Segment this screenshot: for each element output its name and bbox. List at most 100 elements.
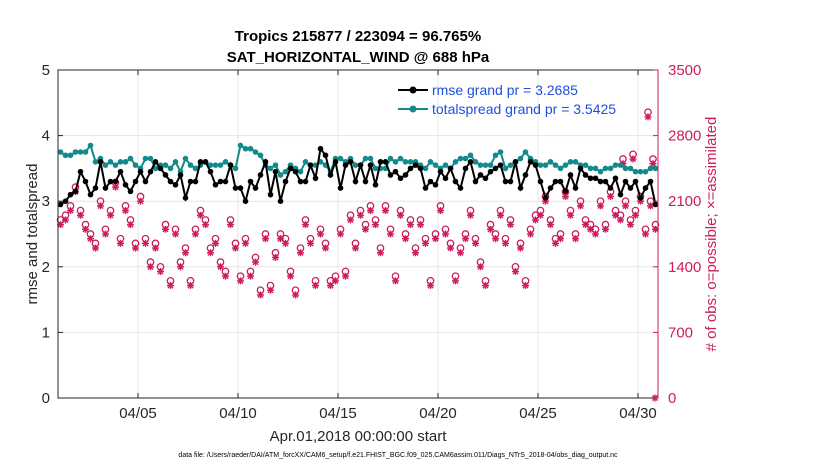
- line-series: [57, 142, 659, 208]
- y-right-tick-label: 3500: [668, 62, 701, 79]
- y-right-tick-label: 1400: [668, 259, 701, 276]
- rmse-point: [382, 159, 389, 165]
- rmse-point: [567, 172, 574, 178]
- rmse-point: [102, 185, 109, 191]
- rmse-point: [422, 185, 429, 191]
- totalspread-point: [617, 162, 624, 168]
- totalspread-point: [267, 165, 274, 172]
- totalspread-point: [352, 162, 359, 168]
- rmse-point: [312, 175, 319, 182]
- assimilated-obs-point: [202, 221, 209, 229]
- y-axis-left-label: rmse and totalspread: [24, 164, 41, 305]
- assimilated-obs-point: [242, 239, 249, 247]
- totalspread-point: [67, 152, 74, 159]
- assimilated-obs-point: [577, 202, 584, 210]
- totalspread-point: [597, 168, 604, 175]
- y-axis-left: 0 1 2 3 4 5: [42, 62, 63, 407]
- rmse-point: [222, 178, 229, 185]
- rmse-point: [497, 162, 504, 168]
- assimilated-obs-point: [457, 249, 464, 257]
- assimilated-obs-point: [292, 291, 299, 299]
- assimilated-obs-point: [247, 272, 254, 280]
- assimilated-obs-point: [127, 221, 134, 229]
- assimilated-obs-point: [122, 207, 129, 215]
- totalspread-point: [367, 155, 374, 162]
- rmse-point: [412, 162, 419, 168]
- legend-rmse-marker: [409, 86, 417, 94]
- assimilated-obs-point: [187, 282, 194, 290]
- totalspread-point: [297, 168, 304, 175]
- assimilated-obs-point: [327, 282, 334, 290]
- totalspread-point: [72, 149, 79, 155]
- rmse-point: [187, 178, 194, 185]
- y-left-tick-label: 4: [42, 128, 50, 145]
- totalspread-point: [362, 155, 369, 162]
- assimilated-obs-point: [132, 244, 139, 252]
- assimilated-obs-point: [652, 225, 659, 233]
- rmse-point: [457, 185, 464, 191]
- assimilated-obs-point: [572, 235, 579, 243]
- assimilated-obs-point: [432, 235, 439, 243]
- totalspread-point: [622, 165, 629, 172]
- totalspread-point: [272, 162, 279, 168]
- legend-totalspread-label: totalspread grand pr = 3.5425: [432, 101, 616, 117]
- rmse-point: [407, 165, 414, 172]
- assimilated-obs-point: [357, 211, 364, 219]
- assimilated-obs-point: [257, 291, 264, 299]
- assimilated-obs-point: [462, 235, 469, 243]
- totalspread-point: [102, 162, 109, 168]
- assimilated-obs-point: [322, 244, 329, 252]
- totalspread-point: [337, 155, 344, 162]
- rmse-point: [232, 185, 239, 191]
- totalspread-point: [522, 149, 529, 155]
- rmse-point: [147, 168, 154, 175]
- assimilated-obs-point: [207, 249, 214, 257]
- totalspread-point: [567, 159, 574, 165]
- assimilated-obs-point: [317, 230, 324, 238]
- assimilated-obs-point: [567, 211, 574, 219]
- assimilated-obs-point: [332, 277, 339, 285]
- assimilated-obs-point: [372, 221, 379, 229]
- rmse-point: [227, 162, 234, 168]
- rmse-point: [522, 172, 529, 178]
- totalspread-point: [387, 155, 394, 162]
- assimilated-obs-point: [157, 267, 164, 275]
- plot-area: [58, 70, 658, 398]
- totalspread-point: [92, 159, 99, 165]
- assimilated-obs-point: [502, 239, 509, 247]
- totalspread-point: [187, 162, 194, 168]
- totalspread-point: [407, 159, 414, 165]
- x-tick-label: 04/30: [619, 405, 657, 422]
- assimilated-obs-point: [277, 235, 284, 243]
- totalspread-point: [372, 165, 379, 172]
- assimilated-obs-point: [622, 202, 629, 210]
- assimilated-obs-point: [377, 249, 384, 257]
- assimilated-obs-point: [552, 239, 559, 247]
- assimilated-obs-point: [172, 230, 179, 238]
- rmse-point: [537, 178, 544, 185]
- totalspread-point: [57, 149, 64, 155]
- assimilated-obs-point: [522, 282, 529, 290]
- assimilated-obs-point: [302, 221, 309, 229]
- assimilated-obs-point: [527, 230, 534, 238]
- totalspread-point: [392, 159, 399, 165]
- rmse-point: [517, 185, 524, 191]
- rmse-point: [352, 178, 359, 185]
- totalspread-point: [82, 149, 89, 155]
- assimilated-obs-point: [382, 207, 389, 215]
- rmse-point: [337, 185, 344, 191]
- x-tick-label: 04/10: [219, 405, 257, 422]
- totalspread-point: [77, 149, 84, 155]
- totalspread-point: [472, 159, 479, 165]
- y-left-tick-label: 0: [42, 390, 50, 407]
- rmse-point: [372, 182, 379, 188]
- rmse-point: [632, 178, 639, 185]
- rmse-point: [282, 178, 289, 185]
- assimilated-obs-point: [629, 155, 637, 163]
- rmse-point: [417, 165, 424, 172]
- totalspread-point: [132, 162, 139, 168]
- totalspread-point: [542, 162, 549, 168]
- totalspread-point: [432, 162, 439, 168]
- rmse-point: [487, 168, 494, 175]
- totalspread-point: [507, 162, 514, 168]
